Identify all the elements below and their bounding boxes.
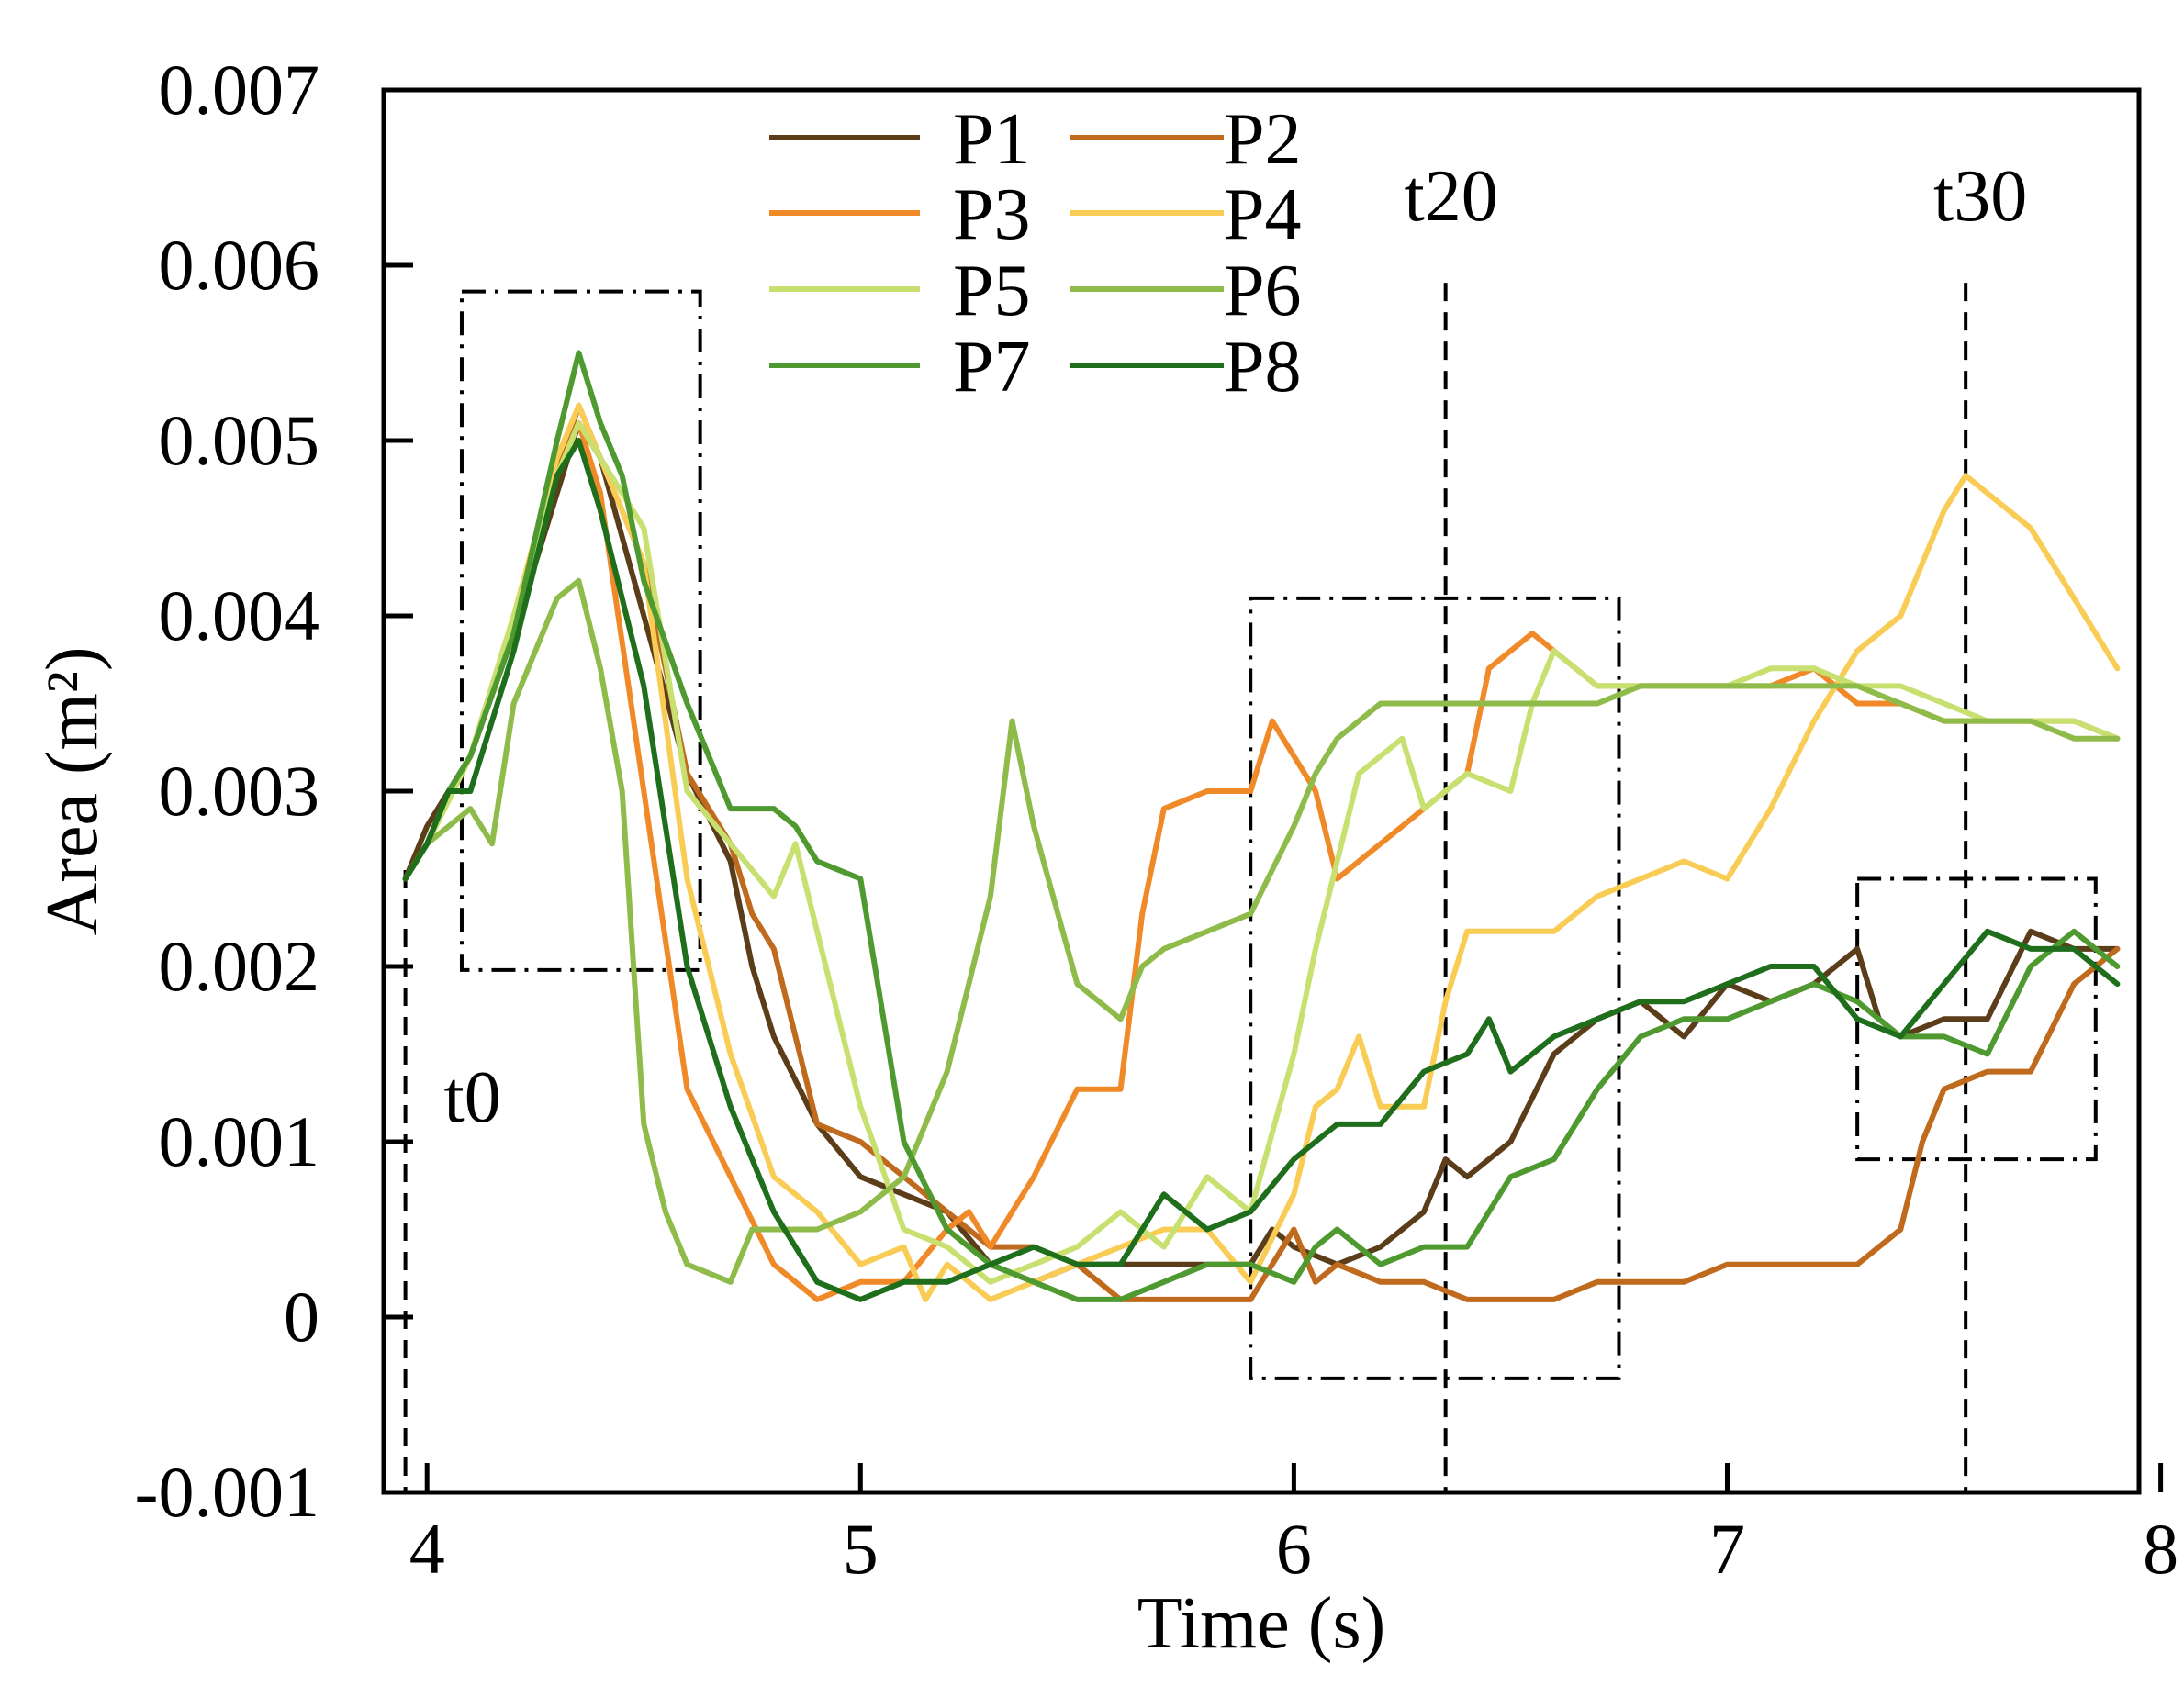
legend-label-p3: P3	[953, 174, 1031, 255]
y-tick-label: 0.005	[159, 400, 320, 480]
y-tick-label: -0.001	[135, 1452, 319, 1532]
highlight-box	[1249, 596, 1621, 1380]
series-line-p1	[402, 419, 2121, 1285]
legend-label-p2: P2	[1224, 99, 1302, 180]
series-line-p5	[402, 419, 2121, 1285]
legend: P1 P2 P3 P4 P5 P6 P7 P8	[769, 99, 1302, 408]
y-axis-title: Area (m²)	[32, 647, 113, 936]
highlight-box	[1855, 876, 2098, 1162]
annotation-label-t0: t0	[443, 1057, 500, 1138]
y-tick-label: 0.001	[159, 1101, 320, 1181]
series-line-p8	[402, 438, 2121, 1302]
annotation-labels: t0 t20 t30	[443, 156, 2027, 1138]
x-axis-title: Time (s)	[1137, 1583, 1385, 1664]
x-tick-label: 6	[1276, 1509, 1312, 1589]
series-line-p3	[402, 419, 2121, 1302]
series-line-p6	[402, 577, 2121, 1285]
series-lines	[402, 350, 2121, 1302]
x-tick-label: 8	[2143, 1509, 2178, 1589]
legend-label-p1: P1	[953, 99, 1031, 180]
y-tick-label: 0.007	[159, 50, 320, 129]
y-tick-label: 0.003	[159, 751, 320, 831]
annotation-label-t20: t20	[1405, 156, 1498, 237]
legend-label-p5: P5	[953, 251, 1031, 331]
x-tick-label: 5	[843, 1509, 879, 1589]
series-line-p2	[402, 402, 2121, 1302]
annotation-label-t30: t30	[1933, 156, 2027, 237]
plot-frame	[381, 87, 2142, 1495]
y-tick-label: 0.006	[159, 225, 320, 305]
legend-label-p8: P8	[1224, 327, 1302, 408]
axis-ticks: -0.001 0 0.001 0.002 0.003 0.004 0.005 0.006 0.0…	[135, 50, 2179, 1589]
legend-label-p4: P4	[1224, 174, 1302, 255]
y-tick-label: 0.004	[159, 575, 320, 655]
x-tick-label: 4	[409, 1509, 445, 1589]
y-tick-label: 0.002	[159, 926, 320, 1006]
legend-label-p6: P6	[1224, 251, 1302, 331]
series-line-p7	[402, 350, 2121, 1302]
x-tick-label: 7	[1709, 1509, 1745, 1589]
y-tick-label: 0	[284, 1277, 319, 1357]
legend-label-p7: P7	[953, 327, 1031, 408]
